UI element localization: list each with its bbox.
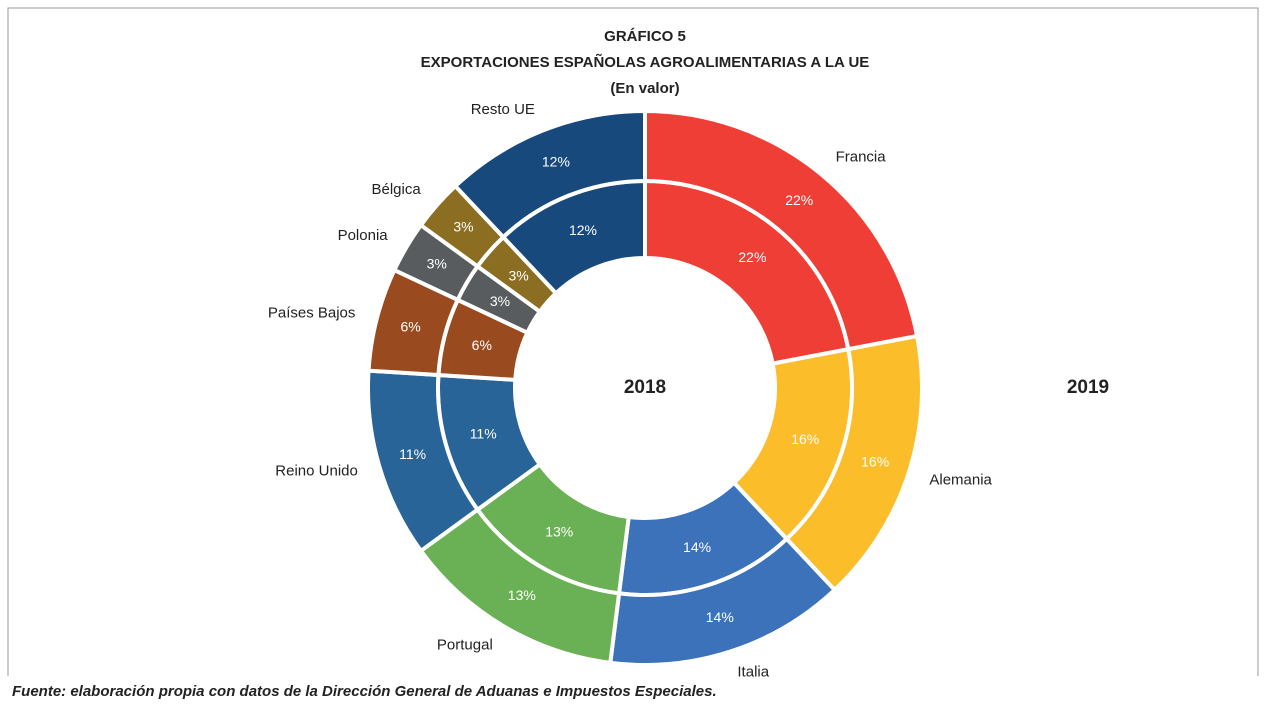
- category-label: Reino Unido: [275, 462, 358, 479]
- category-label: Resto UE: [471, 101, 535, 118]
- data-label: 16%: [791, 431, 819, 447]
- data-label: 22%: [738, 249, 766, 265]
- chart-note: (En valor): [610, 80, 679, 97]
- chart-subtitle: EXPORTACIONES ESPAÑOLAS AGROALIMENTARIAS…: [421, 53, 870, 71]
- data-label: 14%: [683, 539, 711, 555]
- category-label: Alemania: [929, 471, 992, 488]
- category-label: Países Bajos: [268, 305, 356, 322]
- data-label: 16%: [861, 453, 889, 469]
- outer-ring-label: 2019: [1067, 377, 1109, 398]
- data-label: 12%: [569, 222, 597, 238]
- data-label: 3%: [508, 267, 528, 283]
- data-label: 13%: [508, 587, 536, 603]
- data-label: 3%: [427, 256, 447, 272]
- data-label: 22%: [785, 192, 813, 208]
- data-label: 11%: [399, 446, 426, 462]
- data-label: 14%: [706, 609, 734, 625]
- category-label: Francia: [836, 149, 887, 166]
- data-label: 6%: [472, 337, 492, 353]
- data-label: 12%: [542, 154, 570, 170]
- category-label: Portugal: [437, 636, 493, 653]
- data-label: 3%: [453, 219, 473, 235]
- category-label: Italia: [737, 663, 769, 680]
- data-label: 13%: [545, 524, 573, 540]
- data-label: 11%: [470, 426, 497, 442]
- inner-ring-label: 2018: [624, 377, 666, 398]
- category-label: Bélgica: [372, 181, 422, 198]
- data-label: 3%: [490, 293, 510, 309]
- source-note: Fuente: elaboración propia con datos de …: [12, 683, 717, 700]
- category-label: Polonia: [338, 227, 389, 244]
- donut-segment: [452, 108, 647, 240]
- chart-title: GRÁFICO 5: [604, 28, 686, 45]
- frame: [7, 7, 1259, 676]
- data-label: 6%: [400, 319, 420, 335]
